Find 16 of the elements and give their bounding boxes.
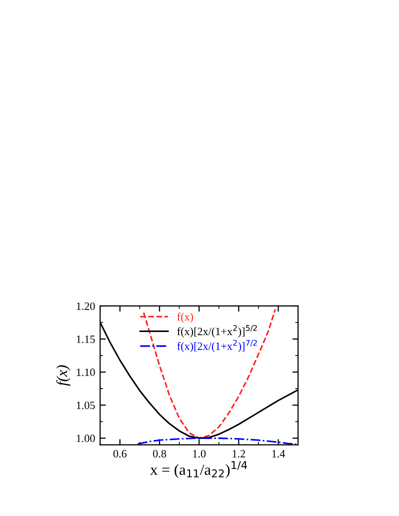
x-tick-label: 1.4	[272, 450, 286, 458]
y-tick-label: 1.00	[76, 434, 95, 442]
legend-label: f(x)	[177, 312, 194, 323]
y-tick-label: 1.15	[76, 336, 95, 344]
y-tick-label: 1.10	[76, 368, 95, 376]
x-tick-label: 0.8	[153, 450, 166, 458]
legend-label: f(x)[2x/(1+x$^{2}$)]$^{5/2}$	[177, 325, 257, 338]
x-tick-label: 1.0	[193, 450, 206, 458]
line-series	[142, 308, 276, 439]
y-tick-label: 1.05	[76, 402, 95, 410]
y-axis-title: f(x)	[56, 365, 70, 386]
y-tick-label: 1.20	[76, 302, 95, 310]
x-tick-label: 0.6	[113, 450, 127, 458]
x-tick-label: 1.2	[232, 450, 246, 458]
x-axis-title: x = (a$_{11}$/a$_{22}$)$^{1/4}$	[150, 461, 248, 478]
legend-label: f(x)[2x/(1+x$^{2}$)]$^{7/2}$	[177, 340, 257, 352]
